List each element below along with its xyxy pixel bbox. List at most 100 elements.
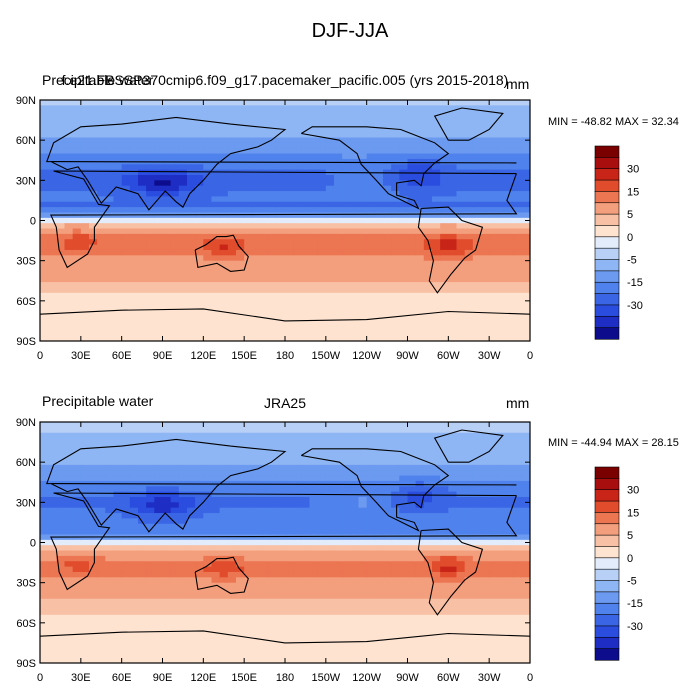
field-cell — [187, 169, 196, 176]
field-cell — [219, 422, 229, 428]
field-cell — [334, 126, 343, 133]
field-cell — [211, 142, 221, 149]
field-cell — [138, 432, 147, 439]
field-cell — [252, 555, 262, 562]
field-cell — [317, 110, 327, 117]
field-cell — [521, 121, 530, 128]
field-cell — [497, 100, 507, 106]
field-cell — [105, 164, 115, 171]
field-cell — [113, 502, 123, 509]
field-cell — [481, 303, 490, 310]
field-cell — [358, 330, 368, 337]
field-cell — [285, 464, 294, 471]
field-cell — [268, 588, 278, 594]
field-cell — [497, 174, 507, 181]
field-cell — [252, 577, 262, 584]
field-cell — [236, 523, 245, 530]
field-cell — [285, 454, 294, 461]
field-cell — [219, 110, 229, 117]
field-cell — [178, 169, 188, 176]
field-cell — [244, 174, 253, 181]
field-cell — [358, 110, 368, 117]
field-cell — [105, 593, 115, 600]
field-cell — [472, 335, 482, 341]
field-cell — [497, 292, 507, 299]
field-cell — [187, 486, 196, 493]
field-cell — [383, 207, 392, 214]
field-cell — [56, 217, 66, 224]
colorbar-swatch — [594, 202, 620, 215]
field-cell — [260, 319, 270, 326]
field-cell — [325, 335, 335, 341]
field-cell — [195, 427, 204, 434]
field-cell — [285, 620, 294, 627]
field-cell — [252, 523, 262, 530]
field-cell — [285, 593, 294, 600]
field-cell — [440, 164, 449, 171]
field-cell — [448, 121, 458, 128]
field-cell — [301, 100, 311, 106]
field-cell — [121, 438, 131, 445]
field-cell — [97, 539, 106, 546]
field-cell — [211, 153, 221, 160]
field-cell — [236, 598, 245, 605]
field-cell — [146, 486, 155, 493]
field-cell — [178, 502, 188, 509]
field-cell — [40, 555, 49, 562]
field-cell — [195, 577, 204, 584]
field-cell — [407, 555, 417, 562]
field-cell — [146, 561, 155, 568]
field-cell — [407, 158, 417, 165]
field-cell — [301, 598, 311, 605]
field-cell — [72, 443, 82, 450]
field-cell — [252, 137, 262, 144]
field-cell — [276, 577, 286, 584]
field-cell — [105, 609, 115, 616]
field-cell — [399, 652, 409, 659]
field-cell — [317, 539, 327, 546]
field-cell — [113, 271, 123, 278]
field-cell — [374, 438, 384, 445]
field-cell — [293, 292, 302, 299]
field-cell — [121, 330, 131, 337]
field-cell — [260, 121, 270, 128]
field-cell — [440, 244, 449, 251]
field-cell — [293, 448, 302, 455]
field-cell — [268, 287, 278, 294]
field-cell — [252, 201, 262, 208]
field-cell — [178, 582, 188, 589]
field-cell — [89, 201, 98, 208]
field-cell — [48, 614, 57, 621]
field-cell — [89, 464, 98, 471]
field-cell — [342, 308, 351, 315]
field-cell — [80, 427, 90, 434]
field-cell — [293, 287, 302, 294]
field-cell — [374, 121, 384, 128]
field-cell — [170, 604, 180, 611]
field-cell — [80, 555, 90, 562]
field-cell — [211, 502, 221, 509]
field-cell — [334, 625, 343, 632]
field-cell — [170, 249, 180, 256]
field-cell — [170, 180, 180, 187]
field-cell — [293, 249, 302, 256]
field-cell — [211, 266, 221, 272]
field-cell — [268, 641, 278, 648]
field-cell — [301, 121, 311, 128]
field-cell — [97, 641, 106, 648]
field-cell — [236, 593, 245, 600]
field-cell — [170, 303, 180, 310]
colorbar-tick-label: 0 — [627, 232, 633, 244]
field-cell — [481, 185, 490, 192]
field-cell — [285, 100, 294, 106]
field-cell — [121, 276, 131, 283]
field-cell — [129, 496, 139, 503]
field-cell — [342, 609, 351, 616]
field-cell — [432, 217, 441, 224]
field-cell — [129, 335, 139, 341]
field-cell — [195, 105, 204, 112]
field-cell — [260, 545, 270, 552]
field-cell — [48, 502, 57, 509]
field-cell — [89, 255, 98, 262]
field-cell — [521, 164, 530, 171]
